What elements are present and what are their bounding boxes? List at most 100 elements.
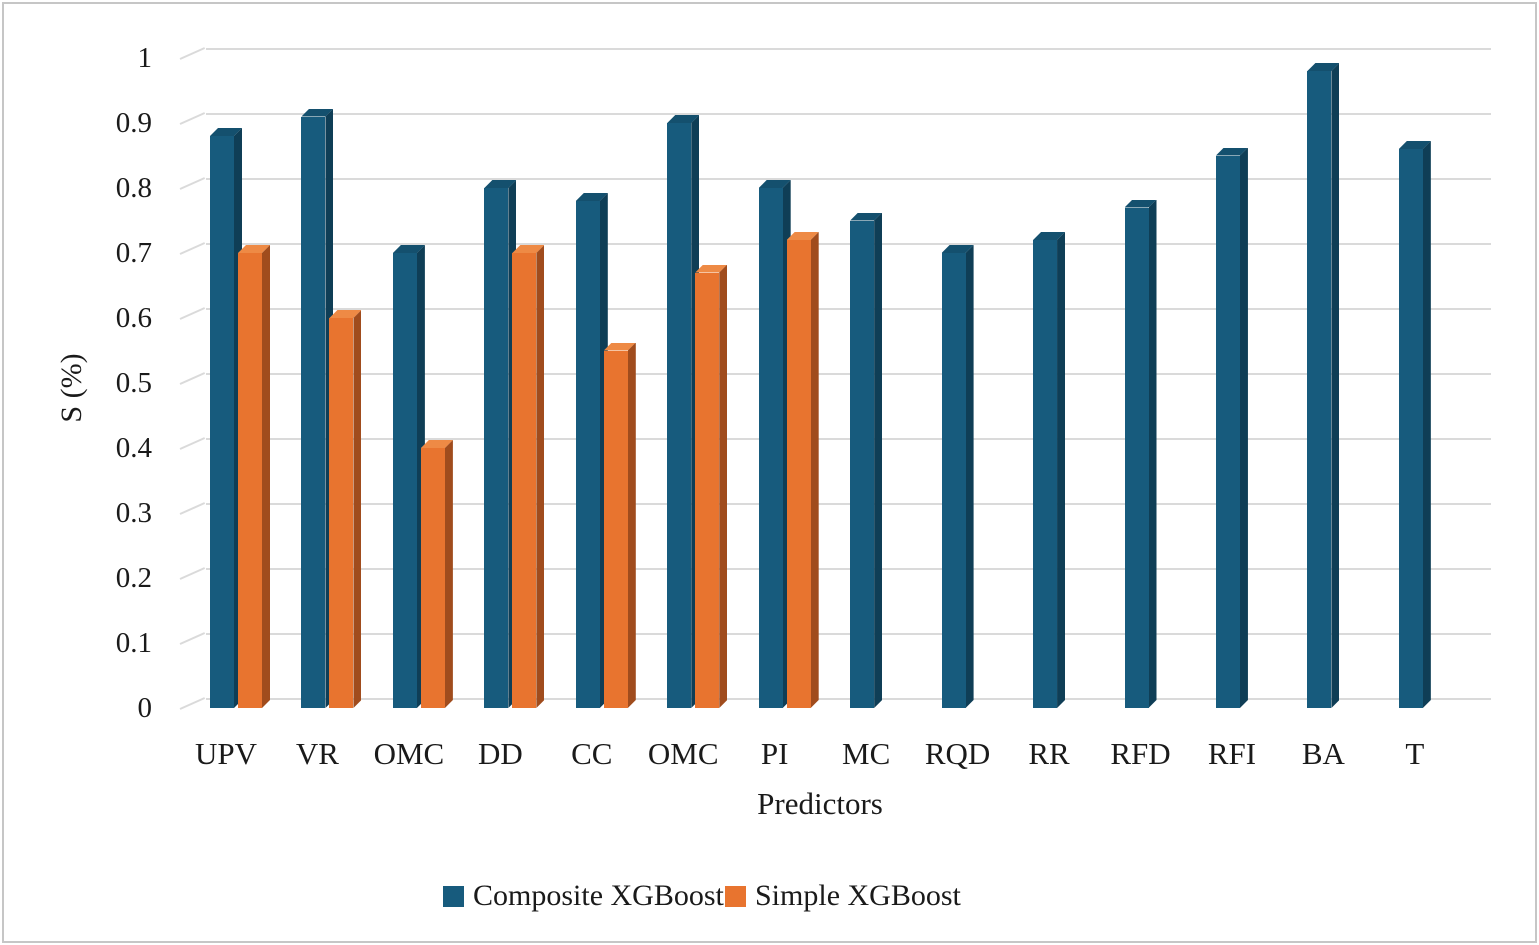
bar-top-face [512,245,545,253]
gridline [206,373,1491,375]
bar-top-face [420,440,453,448]
gridline [206,438,1491,440]
legend-item-simple-xgboost: Simple XGBoost [725,879,961,913]
bar-simple-omc-5 [695,264,728,708]
bar-top-face [1215,147,1248,156]
bar-side-face [262,245,270,708]
gridline-axis-connector [179,437,206,450]
legend-item-composite-xgboost: Composite XGBoost [443,879,724,913]
bar-side-face [1422,141,1431,708]
bar-simple-dd-3 [512,245,545,708]
y-tick-label: 0 [137,692,153,724]
x-tick-label-omc-5: OMC [647,736,719,771]
x-tick-label-upv-0: UPV [194,736,257,771]
bar-front-face [329,318,354,708]
y-tick-label: 0.2 [115,562,152,594]
bar-simple-cc-4 [603,342,636,708]
y-tick-label: 0.8 [115,172,152,204]
bar-composite-ba-12 [1307,63,1340,708]
bar-front-face [1124,207,1149,708]
gridline-axis-connector [179,697,206,710]
y-tick-label: 0.9 [115,107,152,139]
bar-side-face [965,245,974,708]
gridline [206,568,1491,570]
x-tick-label-rqd-8: RQD [924,736,991,771]
x-tick-label-vr-1: VR [295,736,339,771]
bar-composite-t-13 [1398,141,1431,708]
bar-side-face [719,264,728,708]
bar-simple-upv-0 [238,245,270,708]
y-tick-label: 0.6 [115,302,152,334]
legend-swatch-composite-icon [443,885,464,907]
y-tick-label: 0.7 [115,237,152,269]
bar-front-face [786,240,811,708]
bar-side-face [536,245,545,708]
bar-top-face [1307,63,1340,71]
x-tick-label-dd-3: DD [477,736,523,771]
bar-front-face [238,253,262,708]
bar-top-face [941,245,974,253]
bar-composite-rqd-8 [941,245,974,708]
legend-swatch-simple-icon [725,885,746,907]
bar-front-face [210,136,234,708]
gridline [206,178,1491,180]
bar-front-face [941,253,966,708]
gridline-axis-connector [179,372,206,385]
bar-front-face [1398,149,1423,708]
y-axis-title: S (%) [55,353,88,423]
gridline-axis-connector [179,307,206,320]
x-axis-title: Predictors [757,786,883,821]
bar-simple-omc-2 [420,440,453,708]
bar-front-face [512,253,537,708]
gridline-axis-connector [179,567,206,580]
bar-top-face [758,180,791,188]
gridline-axis-connector [179,112,206,125]
bar-front-face [850,220,875,708]
y-tick-label: 1 [137,42,153,74]
bar-top-face [850,212,883,221]
bar-front-face [695,272,720,708]
gridline-axis-connector [179,632,206,645]
bar-front-face [484,188,509,708]
legend-label-composite: Composite XGBoost [473,879,724,912]
gridline [206,243,1491,245]
bar-top-face [210,128,242,136]
bar-top-face [301,108,334,117]
bar-side-face [874,212,883,708]
bar-front-face [758,188,783,708]
bar-front-face [1307,71,1332,708]
bar-composite-rfd-10 [1124,199,1157,708]
bar-top-face [484,180,517,188]
bar-front-face [392,253,417,708]
gridline-axis-connector [179,242,206,255]
bar-side-face [1057,232,1066,708]
x-tick-label-rfd-10: RFD [1110,736,1171,771]
x-tick-label-t-13: T [1405,736,1425,771]
x-tick-label-omc-2: OMC [373,736,445,771]
bar-top-face [667,115,700,123]
bar-composite-mc-7 [850,212,883,708]
bar-front-face [1033,240,1058,708]
gridline [206,698,1491,700]
bar-front-face [420,448,445,708]
bar-side-face [353,310,362,708]
bar-side-face [1331,63,1340,708]
bar-side-face [627,342,636,708]
x-tick-label-rfi-11: RFI [1207,736,1257,771]
bar-front-face [575,201,600,708]
gridline [206,113,1491,115]
bar-top-face [1398,141,1431,149]
bar-top-face [329,310,362,318]
gridline-axis-connector [179,502,206,515]
bar-composite-rfi-11 [1215,147,1248,708]
x-tick-label-rr-9: RR [1028,736,1070,771]
bar-side-face [1148,199,1157,708]
x-tick-label-cc-4: CC [571,736,613,771]
bar-top-face [575,193,608,201]
bar-side-face [444,440,453,708]
bar-side-face [1239,147,1248,708]
bar-front-face [1215,155,1240,708]
bar-front-face [667,123,692,708]
